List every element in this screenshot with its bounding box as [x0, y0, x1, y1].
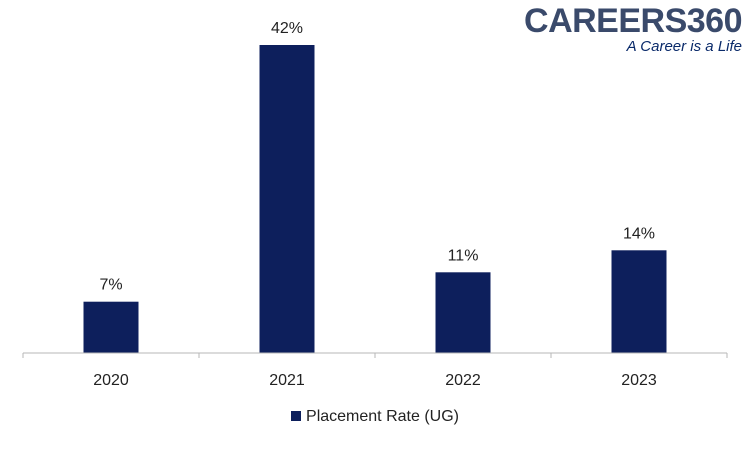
legend-swatch [291, 411, 302, 421]
bar-2023 [611, 250, 667, 353]
logo-tagline: A Career is a Life [626, 38, 742, 55]
x-tick-label-2021: 2021 [269, 372, 305, 389]
data-label-2022: 11% [448, 247, 479, 264]
logo-brand: CAREERS360 [524, 2, 742, 40]
data-labels-group: 7% 42% 11% 14% [99, 20, 655, 294]
x-axis [22, 352, 728, 358]
x-tick-labels-group: 2020 2021 2022 2023 [93, 372, 657, 389]
bar-2021 [259, 45, 315, 353]
bar-2022 [435, 272, 491, 353]
bars-group [83, 45, 667, 353]
legend-label: Placement Rate (UG) [306, 408, 459, 425]
legend: Placement Rate (UG) [0, 408, 750, 426]
x-tick-label-2023: 2023 [621, 372, 657, 389]
data-label-2023: 14% [623, 225, 655, 242]
bar-2020 [83, 301, 139, 353]
x-tick-label-2022: 2022 [445, 372, 481, 389]
data-label-2021: 42% [271, 20, 303, 37]
data-label-2020: 7% [99, 277, 122, 294]
careers360-logo: CAREERS360 A Career is a Life [524, 4, 742, 55]
x-tick-label-2020: 2020 [93, 372, 129, 389]
